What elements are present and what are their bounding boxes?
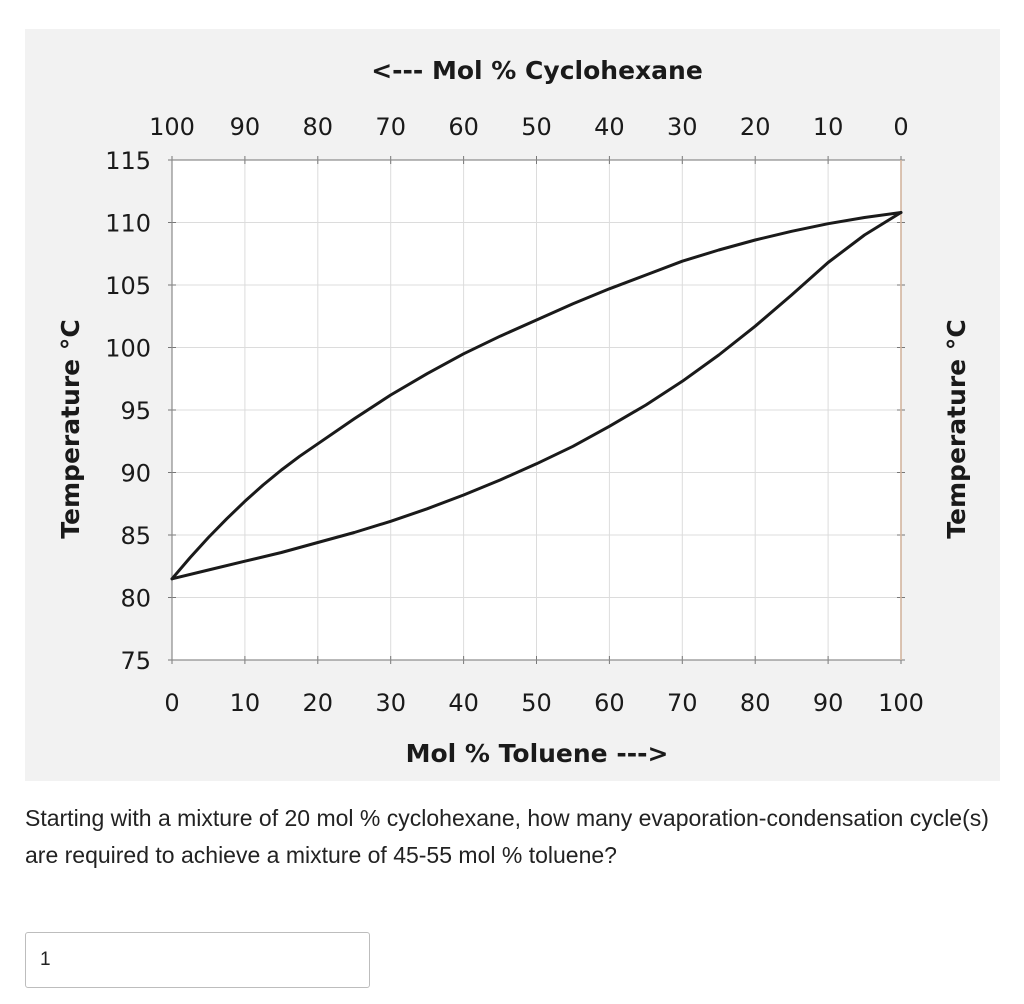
x-tick-label: 30 (375, 689, 406, 717)
x-tick-label: 50 (521, 689, 552, 717)
right-axis-title: Temperature °C (942, 319, 971, 538)
grid-lines (172, 160, 901, 660)
y-tick-label: 110 (105, 210, 151, 238)
y-tick-label: 90 (120, 460, 151, 488)
x2-tick-label: 40 (594, 113, 625, 141)
x2-tick-label: 90 (230, 113, 261, 141)
y-tick-label: 100 (105, 335, 151, 363)
x2-tick-label: 50 (521, 113, 552, 141)
x-tick-label: 40 (448, 689, 479, 717)
vapor-curve (170, 211, 903, 581)
plot-frame (168, 156, 905, 664)
x2-tick-label: 0 (893, 113, 908, 141)
x-tick-label: 20 (303, 689, 334, 717)
left-axis-title: Temperature °C (56, 319, 85, 538)
liquid-curve (170, 211, 903, 581)
x-tick-label: 0 (164, 689, 179, 717)
x-tick-label: 10 (230, 689, 261, 717)
y-tick-label: 115 (105, 147, 151, 175)
chart-panel: 0 10 20 30 40 50 60 70 80 90 100 100 90 80 70 60 50 40 30 2… (25, 29, 1000, 781)
x-tick-label: 80 (740, 689, 771, 717)
y-tick-label: 85 (120, 522, 151, 550)
x2-tick-label: 30 (667, 113, 698, 141)
x2-tick-label: 70 (375, 113, 406, 141)
series-curves (170, 211, 903, 581)
x-tick-label: 100 (878, 689, 924, 717)
y-tick-label: 105 (105, 272, 151, 300)
answer-input[interactable] (25, 932, 370, 988)
x-tick-label: 60 (594, 689, 625, 717)
x-tick-label: 90 (813, 689, 844, 717)
x2-tick-label: 10 (813, 113, 844, 141)
x2-tick-label: 20 (740, 113, 771, 141)
y-tick-label: 75 (120, 647, 151, 675)
x-tick-label: 70 (667, 689, 698, 717)
x2-tick-label: 60 (448, 113, 479, 141)
bottom-axis-title: Mol % Toluene ---> (406, 739, 669, 768)
y-tick-label: 80 (120, 585, 151, 613)
question-text: Starting with a mixture of 20 mol % cycl… (25, 805, 989, 868)
x2-tick-label: 80 (303, 113, 334, 141)
y-tick-label: 95 (120, 397, 151, 425)
x2-tick-label: 100 (149, 113, 195, 141)
top-axis-title: <--- Mol % Cyclohexane (371, 56, 703, 85)
